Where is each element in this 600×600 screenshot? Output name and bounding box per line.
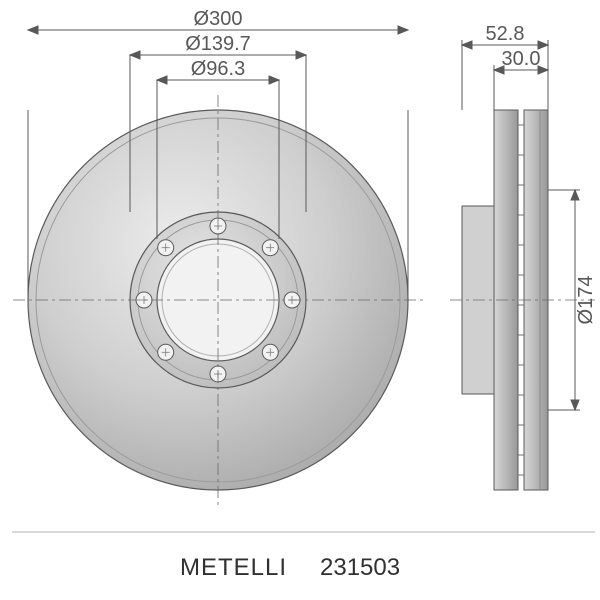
part-number: 231503 <box>320 554 400 581</box>
dim-outer: Ø300 <box>194 8 243 30</box>
dim-disc-thickness: 30.0 <box>502 48 541 70</box>
dim-bore: Ø96.3 <box>191 58 245 80</box>
drawing-canvas: Ø300 Ø139.7 Ø96.3 <box>0 0 600 600</box>
front-view <box>13 95 423 505</box>
side-view <box>450 110 595 490</box>
dim-overall-thickness: 52.8 <box>486 23 525 45</box>
dim-hub: Ø139.7 <box>185 33 251 55</box>
brand-label: METELLI <box>180 554 287 581</box>
dim-side-height: Ø174 <box>575 276 597 325</box>
